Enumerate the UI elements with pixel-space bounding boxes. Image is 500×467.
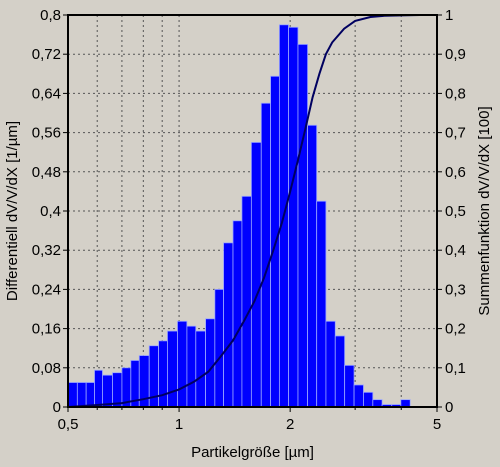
y2-tick-label: 0,8 [445,85,466,102]
histogram-bar [241,195,252,408]
histogram-bar [94,369,103,408]
y-tick-label: 0,8 [40,7,61,24]
histogram-bar [260,102,271,408]
x-tick-label: 0,5 [58,416,79,433]
y2-tick-label: 0,9 [445,46,466,63]
y2-axis-label: Summenfunktion dV/V/dX [100] [476,106,493,315]
y2-tick-label: 1 [445,7,453,24]
y-tick-label: 0 [53,399,61,416]
histogram-bar [195,330,207,408]
histogram-bar [112,372,123,408]
y-tick-label: 0,56 [32,125,61,142]
y2-tick-label: 0,4 [445,242,466,259]
y-tick-label: 0,72 [32,46,61,63]
x-tick-label: 1 [175,416,183,433]
histogram-bar [334,335,346,408]
y2-tick-label: 0 [445,399,453,416]
histogram-bar [85,382,95,408]
y-tick-label: 0,08 [32,360,61,377]
y-tick-label: 0,4 [40,203,61,220]
histogram-bar [325,320,336,408]
y2-tick-label: 0,7 [445,125,466,142]
histogram-bar [297,44,309,408]
x-axis-label: Partikelgröße [µm] [191,444,314,461]
histogram-bar [158,340,168,408]
histogram-bar [76,382,87,408]
histogram-bar [205,318,216,408]
histogram-bar [102,374,113,408]
histogram-bar [353,384,364,408]
histogram-bar [307,124,318,408]
histogram-bar [316,200,327,408]
ticks: 00,080,160,240,320,40,480,560,640,720,80… [32,7,466,433]
y2-tick-label: 0,2 [445,321,466,338]
y2-tick-label: 0,3 [445,281,466,298]
histogram-bar [400,399,411,408]
histogram-bar [167,330,178,408]
histogram-bar [67,382,78,408]
y-tick-label: 0,24 [32,281,61,298]
y-tick-label: 0,64 [32,85,61,102]
bars [67,24,411,408]
cumulative-line [67,14,437,408]
y-tick-label: 0,32 [32,242,61,259]
x-tick-label: 5 [433,416,441,433]
histogram-bar [223,242,234,408]
histogram-bar [372,399,383,408]
y-tick-label: 0,16 [32,321,61,338]
y2-tick-label: 0,6 [445,164,466,181]
histogram-bar [363,391,374,408]
histogram-bar [344,364,355,408]
histogram-bar [177,320,188,408]
x-tick-label: 2 [286,416,294,433]
y-axis-label: Differentiell dV/V/dX [1/µm] [4,121,21,301]
histogram-bar [214,288,224,408]
y2-tick-label: 0,1 [445,360,466,377]
histogram-bar [186,325,197,408]
histogram-bar [250,141,262,408]
histogram-bar [288,26,299,408]
y2-tick-label: 0,5 [445,203,466,220]
histogram-bar [232,220,243,408]
y-tick-label: 0,48 [32,164,61,181]
